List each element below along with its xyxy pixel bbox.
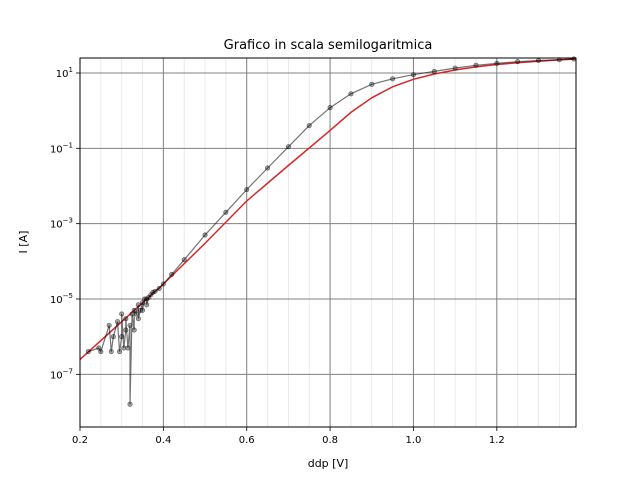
data-point [144,302,150,308]
data-point [535,57,541,63]
data-point [431,68,437,74]
x-axis-label: ddp [V] [308,457,349,470]
y-tick-label: 101 [56,66,73,80]
data-point [106,322,112,328]
data-point [125,345,131,351]
data-point [123,316,129,322]
y-tick-label: 10−5 [50,292,73,306]
data-point [110,334,116,340]
plot-frame [79,57,577,428]
data-point [202,232,208,238]
x-tick-label: 0.6 [239,435,255,446]
data-point [96,345,102,351]
y-tick-label: 10−7 [50,367,73,381]
data-point [223,209,229,215]
grid [79,58,576,427]
data-point [515,59,521,65]
y-axis: 10−7 10−5 10−3 10−1 101 [50,66,80,381]
data-point [108,349,114,355]
data-point [131,327,137,333]
data-point [473,62,479,68]
fit-line [79,58,577,360]
data-point [133,311,139,317]
x-tick-label: 0.2 [72,435,88,446]
chart-title: Grafico in scala semilogaritmica [224,38,433,53]
x-tick-label: 1.0 [405,435,421,446]
data-point [390,76,396,82]
data-point [98,349,104,355]
x-tick-label: 0.8 [322,435,338,446]
data-point [117,349,123,355]
data-point [160,281,166,287]
data-point [131,307,137,313]
data-point [119,334,125,340]
data-point [244,187,250,193]
data-point [119,311,125,317]
data-point [135,302,141,308]
data-point [369,81,375,87]
data-point [123,327,129,333]
plot-data [79,56,577,407]
data-point [410,72,416,78]
data-point [494,60,500,66]
data-point [571,56,577,62]
data-point [140,300,146,306]
data-point [140,307,146,313]
data-point [306,123,312,129]
data-point [327,105,333,111]
data-point [85,349,91,355]
data-point [348,91,354,97]
y-axis-label: I [A] [17,231,30,254]
x-axis: 0.2 0.4 0.6 0.8 1.0 1.2 [72,427,505,446]
x-tick-label: 0.4 [155,435,171,446]
y-tick-label: 10−1 [50,141,73,155]
data-point [127,322,133,328]
y-tick-label: 10−3 [50,217,73,231]
data-point [127,401,133,407]
x-tick-label: 1.2 [489,435,505,446]
data-point [452,65,458,71]
data-point [135,316,141,322]
data-point [265,165,271,171]
data-point [285,144,291,150]
data-point [169,271,175,277]
data-point [152,288,158,294]
data-point [181,257,187,263]
data-point [115,319,121,325]
data-point [121,345,127,351]
data-trace [88,58,574,405]
data-point [156,286,162,292]
